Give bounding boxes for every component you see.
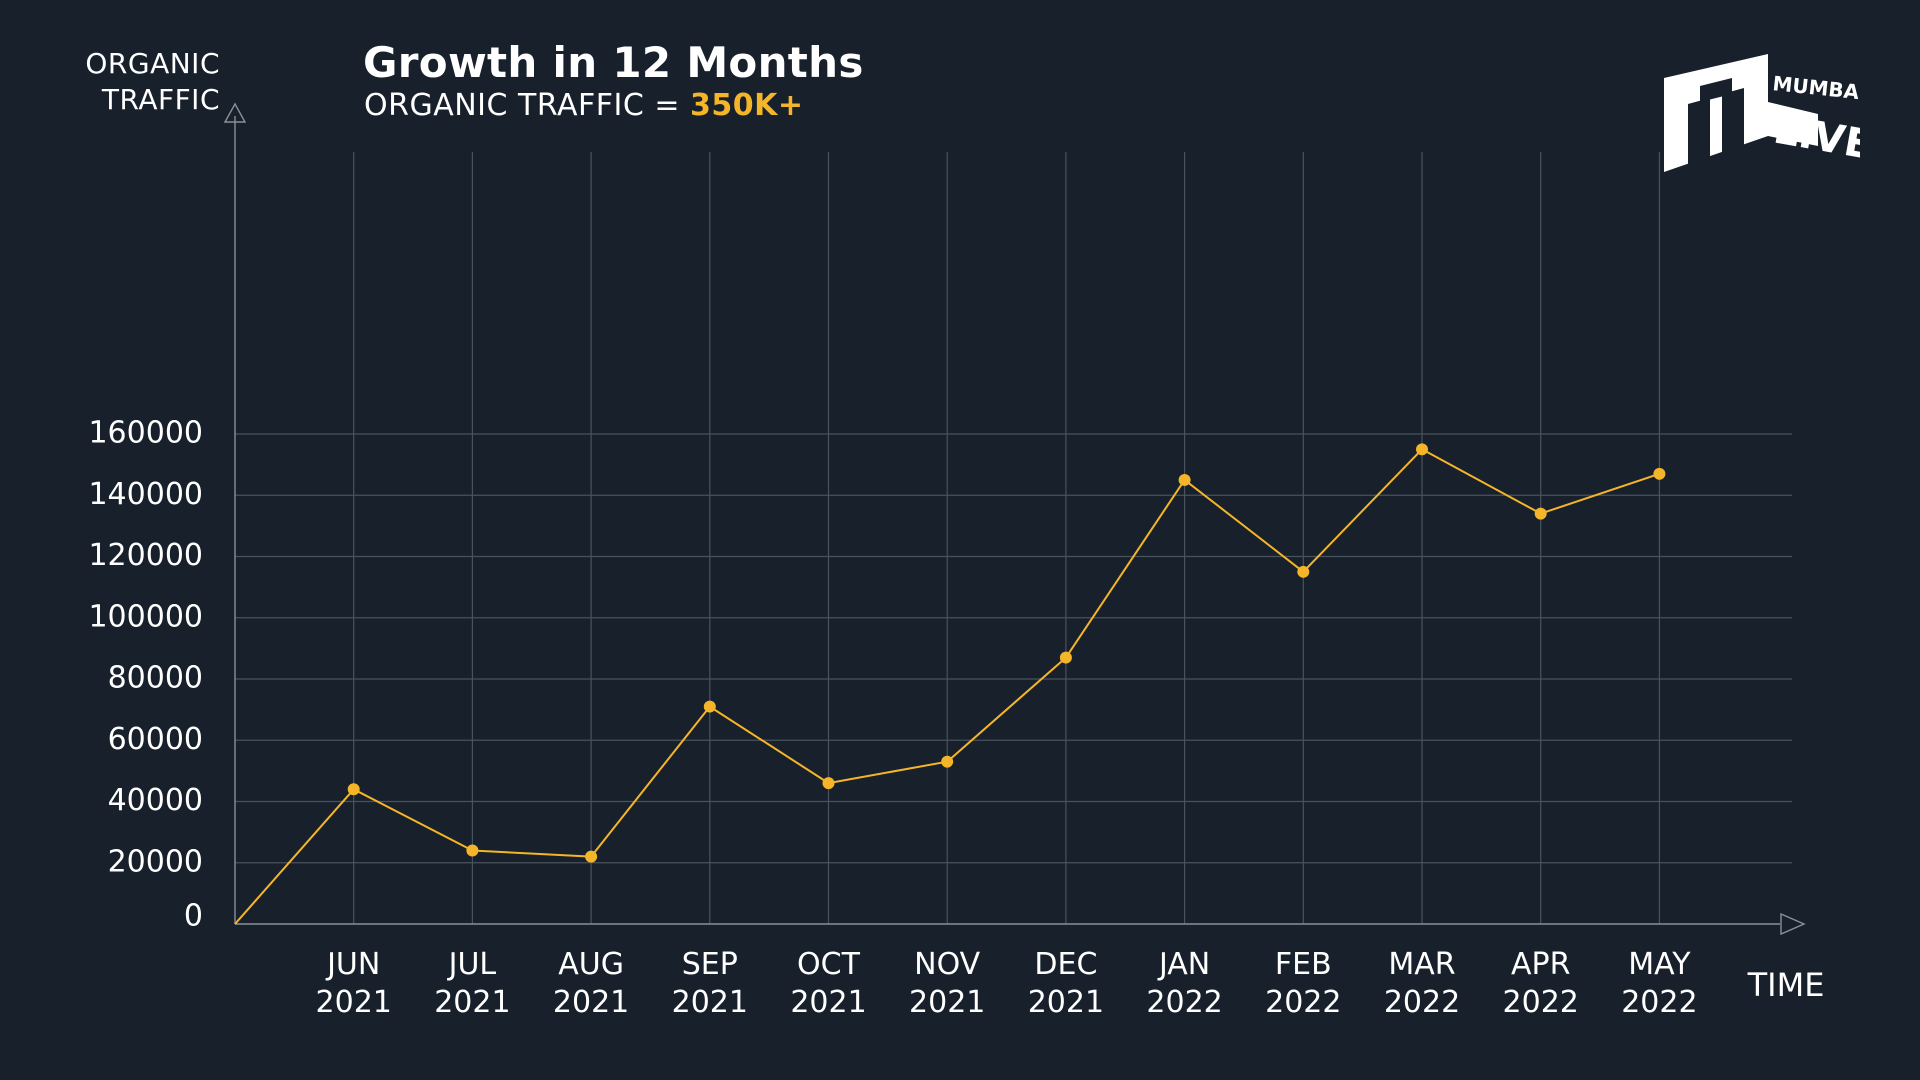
x-tick-label-month-jul: JUL <box>447 947 497 982</box>
y-tick-label-60000: 60000 <box>108 722 203 757</box>
data-point-jun-2021 <box>347 783 360 796</box>
x-tick-label-year-jun: 2021 <box>316 985 392 1020</box>
x-tick-label-month-aug: AUG <box>558 947 624 982</box>
x-tick-label-month-mar: MAR <box>1388 947 1455 982</box>
x-tick-label-month-feb: FEB <box>1275 947 1332 982</box>
chart-title: Growth in 12 Months <box>363 38 864 87</box>
x-tick-label-year-jan: 2022 <box>1146 985 1222 1020</box>
x-tick-label-year-dec: 2021 <box>1028 985 1104 1020</box>
x-tick-label-month-oct: OCT <box>797 947 861 982</box>
logo-cutout-top <box>1700 78 1732 102</box>
data-point-aug-2021 <box>585 850 598 863</box>
subtitle-highlight-value: 350K+ <box>690 88 804 123</box>
y-tick-label-0: 0 <box>184 899 203 934</box>
logo-text-line-1: MUMBAI <box>1771 71 1860 105</box>
data-point-feb-2022 <box>1297 565 1310 578</box>
x-tick-label-year-apr: 2022 <box>1503 985 1579 1020</box>
y-tick-label-160000: 160000 <box>88 416 203 451</box>
x-tick-label-month-dec: DEC <box>1034 947 1097 982</box>
y-tick-label-140000: 140000 <box>88 477 203 512</box>
y-axis-title-line-2: TRAFFIC <box>101 83 220 116</box>
x-tick-label-year-sep: 2021 <box>672 985 748 1020</box>
logo-cutout-left <box>1688 98 1710 164</box>
x-tick-label-year-aug: 2021 <box>553 985 629 1020</box>
data-point-apr-2022 <box>1534 507 1547 520</box>
y-tick-label-40000: 40000 <box>108 783 203 818</box>
x-axis-title: TIME <box>1747 966 1825 1004</box>
x-tick-label-month-may: MAY <box>1628 947 1691 982</box>
data-point-sep-2021 <box>703 700 716 713</box>
x-tick-label-year-mar: 2022 <box>1384 985 1460 1020</box>
x-tick-label-year-may: 2022 <box>1621 985 1697 1020</box>
x-tick-label-year-feb: 2022 <box>1265 985 1341 1020</box>
subtitle-label: ORGANIC TRAFFIC = <box>364 88 680 123</box>
logo-text-line-2: LIVE <box>1770 107 1860 169</box>
y-tick-label-20000: 20000 <box>108 844 203 879</box>
x-tick-label-month-jun: JUN <box>325 947 380 982</box>
y-tick-label-80000: 80000 <box>108 661 203 696</box>
x-axis-arrow <box>1780 912 1806 936</box>
x-tick-label-month-nov: NOV <box>914 947 981 982</box>
x-tick-label-month-apr: APR <box>1511 947 1570 982</box>
data-point-nov-2021 <box>941 755 954 768</box>
chart-subtitle: ORGANIC TRAFFIC = 350K+ <box>364 88 804 123</box>
x-tick-label-year-jul: 2021 <box>434 985 510 1020</box>
data-point-oct-2021 <box>822 777 835 790</box>
x-tick-label-month-jan: JAN <box>1157 947 1210 982</box>
data-point-dec-2021 <box>1059 651 1072 664</box>
y-tick-label-120000: 120000 <box>88 538 203 573</box>
logo-cutout-right <box>1722 88 1744 154</box>
y-axis-title-line-1: ORGANIC <box>85 47 220 80</box>
data-point-jul-2021 <box>466 844 479 857</box>
x-tick-label-year-oct: 2021 <box>790 985 866 1020</box>
data-point-jan-2022 <box>1178 473 1191 486</box>
x-tick-label-month-sep: SEP <box>682 947 738 982</box>
y-axis-title: ORGANIC TRAFFIC <box>60 46 220 118</box>
x-tick-label-year-nov: 2021 <box>909 985 985 1020</box>
data-point-may-2022 <box>1653 467 1666 480</box>
mumbai-live-logo: MUMBAI LIVE <box>1664 54 1860 172</box>
y-tick-label-100000: 100000 <box>88 599 203 634</box>
y-axis-arrow <box>223 102 247 123</box>
data-point-mar-2022 <box>1416 443 1428 456</box>
